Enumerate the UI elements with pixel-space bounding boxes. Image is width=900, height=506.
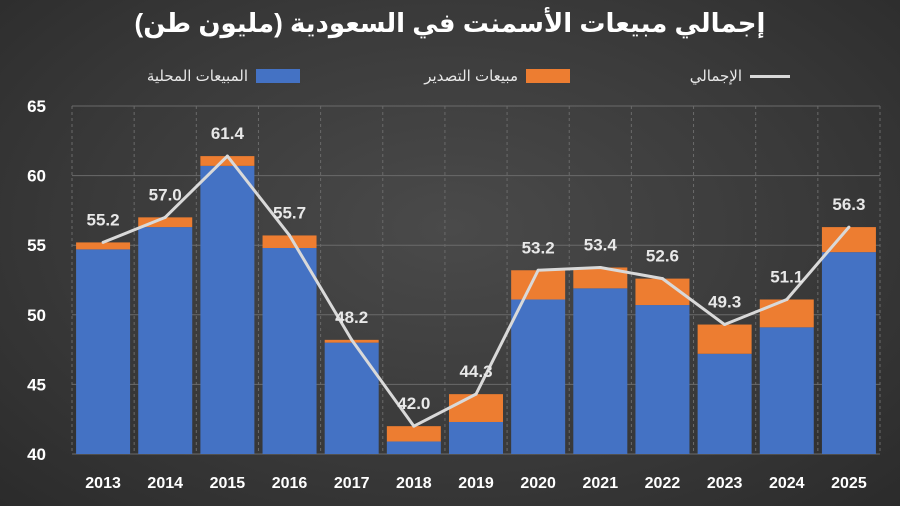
total-point-2022 [660, 277, 664, 281]
legend-label-export: مبيعات التصدير [424, 68, 518, 85]
x-tick-label-2018: 2018 [396, 475, 432, 492]
y-tick-label-60: 60 [27, 167, 46, 186]
x-tick-label-2020: 2020 [520, 475, 556, 492]
x-tick-label-2022: 2022 [645, 475, 681, 492]
total-point-2014 [163, 215, 167, 219]
bar-domestic-2019 [449, 421, 503, 454]
total-point-2025 [847, 225, 851, 229]
data-label-2025: 56.3 [832, 195, 865, 214]
legend-item-export: مبيعات التصدير [424, 62, 570, 90]
y-tick-label-65: 65 [27, 97, 46, 116]
bar-domestic-2025 [821, 252, 876, 454]
bar-domestic-2018 [386, 441, 441, 454]
total-point-2013 [101, 240, 105, 244]
bar-export-2019 [449, 394, 503, 422]
legend-label-domestic: المبيعات المحلية [146, 68, 248, 85]
bar-domestic-2016 [262, 247, 317, 454]
x-tick-label-2019: 2019 [458, 475, 494, 492]
legend-swatch-export [526, 69, 570, 83]
bar-domestic-2021 [573, 288, 628, 454]
bar-export-2021 [573, 267, 628, 289]
total-point-2024 [785, 297, 789, 301]
data-label-2015: 61.4 [211, 124, 245, 143]
x-tick-label-2021: 2021 [583, 475, 619, 492]
bar-domestic-2017 [324, 342, 379, 454]
y-tick-label-55: 55 [27, 236, 46, 255]
bar-export-2014 [138, 217, 193, 228]
legend: المبيعات المحلية مبيعات التصدير الإجمالي [0, 62, 900, 90]
data-label-2020: 53.2 [522, 238, 555, 257]
bar-export-2016 [262, 235, 317, 248]
total-point-2021 [598, 265, 602, 269]
data-label-2019: 44.3 [459, 362, 492, 381]
x-tick-label-2015: 2015 [210, 475, 246, 492]
y-tick-label-45: 45 [27, 375, 46, 394]
total-point-2015 [225, 154, 229, 158]
bar-domestic-2023 [697, 353, 752, 454]
data-label-2013: 55.2 [87, 210, 120, 229]
total-point-2018 [412, 424, 416, 428]
data-label-2022: 52.6 [646, 247, 679, 266]
bar-export-2015 [200, 156, 255, 166]
data-label-2014: 57.0 [149, 185, 182, 204]
legend-label-total: الإجمالي [689, 68, 742, 85]
y-tick-label-40: 40 [27, 445, 46, 464]
bar-domestic-2020 [511, 299, 566, 454]
bar-export-2018 [386, 426, 441, 442]
bar-export-2023 [697, 324, 752, 354]
data-label-2021: 53.4 [584, 235, 618, 254]
bar-export-2024 [759, 299, 814, 328]
x-tick-label-2016: 2016 [272, 475, 308, 492]
x-tick-label-2024: 2024 [769, 475, 805, 492]
legend-item-domestic: المبيعات المحلية [147, 62, 300, 90]
y-tick-label-50: 50 [27, 306, 46, 325]
legend-item-total: الإجمالي [690, 62, 790, 90]
data-label-2018: 42.0 [397, 394, 430, 413]
bar-domestic-2013 [76, 249, 131, 454]
data-label-2016: 55.7 [273, 203, 306, 222]
x-tick-label-2025: 2025 [831, 475, 867, 492]
data-label-2024: 51.1 [770, 267, 803, 286]
total-point-2023 [723, 323, 727, 327]
total-point-2020 [536, 268, 540, 272]
x-tick-label-2013: 2013 [85, 475, 121, 492]
bar-export-2020 [511, 270, 566, 300]
x-tick-label-2023: 2023 [707, 475, 743, 492]
chart-title: إجمالي مبيعات الأسمنت في السعودية (مليون… [134, 8, 766, 38]
x-tick-label-2014: 2014 [147, 475, 183, 492]
data-label-2023: 49.3 [708, 293, 741, 312]
bar-domestic-2022 [635, 305, 690, 454]
bar-domestic-2014 [138, 227, 193, 454]
legend-line-total [750, 74, 790, 78]
data-label-2017: 48.2 [335, 308, 368, 327]
legend-swatch-domestic [256, 69, 300, 83]
bar-export-2013 [76, 242, 131, 250]
bar-domestic-2015 [200, 165, 255, 454]
total-point-2017 [350, 338, 354, 342]
total-point-2019 [474, 392, 478, 396]
total-point-2016 [288, 233, 292, 237]
x-tick-label-2017: 2017 [334, 475, 370, 492]
bar-domestic-2024 [759, 327, 814, 454]
